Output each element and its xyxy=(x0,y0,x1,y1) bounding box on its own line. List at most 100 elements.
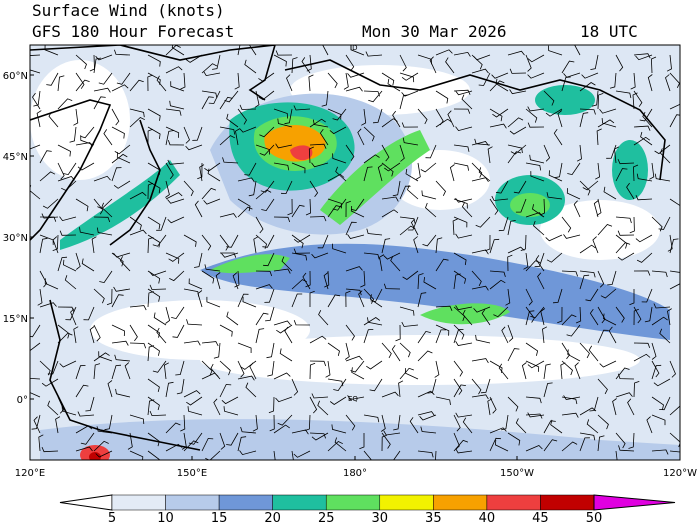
wind-barb xyxy=(77,411,95,417)
wind-barb xyxy=(669,270,680,273)
wind-barb xyxy=(574,45,581,56)
wind-barb xyxy=(425,144,437,159)
wind-barb xyxy=(57,306,75,312)
wind-barb xyxy=(589,308,599,326)
wind-barb xyxy=(452,218,458,236)
wind-barb xyxy=(586,419,599,434)
wind-barb xyxy=(579,437,590,452)
wind-barb xyxy=(93,87,111,93)
colorbar-segment xyxy=(111,494,166,511)
wind-barb xyxy=(647,74,653,92)
wind-barb xyxy=(113,286,131,292)
wind-barb xyxy=(293,320,311,326)
wind-barb xyxy=(258,90,275,101)
wind-barb xyxy=(165,422,181,434)
wind-barb xyxy=(530,306,545,319)
wind-barb xyxy=(633,353,651,362)
wind-barb xyxy=(327,72,338,89)
wind-barb xyxy=(455,340,473,346)
wind-barb xyxy=(111,126,125,139)
wind-barb xyxy=(75,446,93,452)
wind-barb xyxy=(589,396,599,412)
wind-barb xyxy=(309,290,315,307)
wind-barb xyxy=(615,306,625,323)
wind-barb xyxy=(47,400,59,416)
wind-barb xyxy=(471,285,489,291)
wind-barb xyxy=(223,406,239,416)
wind-barb xyxy=(402,137,419,146)
wind-barb xyxy=(255,284,273,290)
wind-barb xyxy=(259,144,275,156)
wind-barb xyxy=(30,324,41,338)
wind-barb xyxy=(615,242,631,254)
wind-barb xyxy=(57,75,65,92)
wind-barb xyxy=(185,54,203,63)
wind-barb xyxy=(579,270,596,278)
wind-barb xyxy=(435,396,451,405)
wind-barb xyxy=(311,393,329,399)
wind-barb xyxy=(651,216,663,232)
wind-barb xyxy=(453,89,471,95)
wind-barb xyxy=(612,398,617,416)
wind-barb xyxy=(237,198,251,212)
wind-barb xyxy=(129,324,138,342)
wind-barb xyxy=(509,126,527,135)
wind-barb xyxy=(527,72,545,79)
wind-barb xyxy=(447,110,455,128)
wind-barb xyxy=(248,180,257,197)
wind-barb xyxy=(201,360,213,376)
wind-barb xyxy=(104,414,113,431)
wind-barb xyxy=(149,270,167,276)
wind-barb xyxy=(435,305,453,311)
wind-barb xyxy=(561,270,578,277)
wind-barb xyxy=(629,289,635,306)
wind-barb xyxy=(590,54,599,70)
wind-barb xyxy=(507,348,520,362)
wind-barb xyxy=(147,74,153,92)
wind-barb xyxy=(653,378,671,387)
wind-barb xyxy=(399,342,411,358)
colorbar: 5 10 15 20 25 30 35 40 45 50 xyxy=(59,494,676,526)
wind-barb xyxy=(453,384,466,398)
wind-barb xyxy=(401,122,419,128)
wind-barb xyxy=(615,216,632,224)
wind-barb xyxy=(335,166,347,182)
wind-barb xyxy=(597,270,605,288)
wind-barb xyxy=(651,342,657,360)
wind-barb xyxy=(219,96,233,110)
wind-barb xyxy=(83,306,95,321)
wind-barb xyxy=(52,234,59,251)
wind-barb xyxy=(615,392,633,398)
wind-barb xyxy=(219,432,226,450)
wind-barb xyxy=(302,272,311,290)
wind-barb xyxy=(167,159,185,165)
wind-barb xyxy=(186,396,203,406)
wind-barb xyxy=(237,436,247,452)
wind-barb xyxy=(402,270,419,280)
wind-barb xyxy=(114,354,131,362)
wind-barb xyxy=(405,168,419,182)
wind-barb xyxy=(332,198,347,211)
wind-barb xyxy=(567,349,581,362)
wind-barb xyxy=(473,54,491,61)
wind-barb xyxy=(324,270,330,288)
wind-barb xyxy=(669,198,680,207)
wind-barb xyxy=(304,414,311,431)
wind-barb xyxy=(46,72,59,86)
wind-barb xyxy=(597,378,608,395)
wind-barb xyxy=(393,450,401,460)
place-label: ID xyxy=(350,44,357,52)
wind-barb xyxy=(262,234,275,248)
wind-barb xyxy=(417,292,427,308)
wind-barb xyxy=(291,252,308,261)
wind-barb xyxy=(226,311,239,326)
wind-barb xyxy=(372,108,383,124)
wind-barb xyxy=(669,103,680,110)
wind-barb xyxy=(147,324,161,338)
wind-barb xyxy=(59,216,77,222)
wind-barb xyxy=(347,72,365,78)
wind-barb xyxy=(453,273,461,290)
wind-barb xyxy=(291,450,294,460)
wind-barb xyxy=(417,390,435,398)
wind-barb xyxy=(453,414,461,432)
